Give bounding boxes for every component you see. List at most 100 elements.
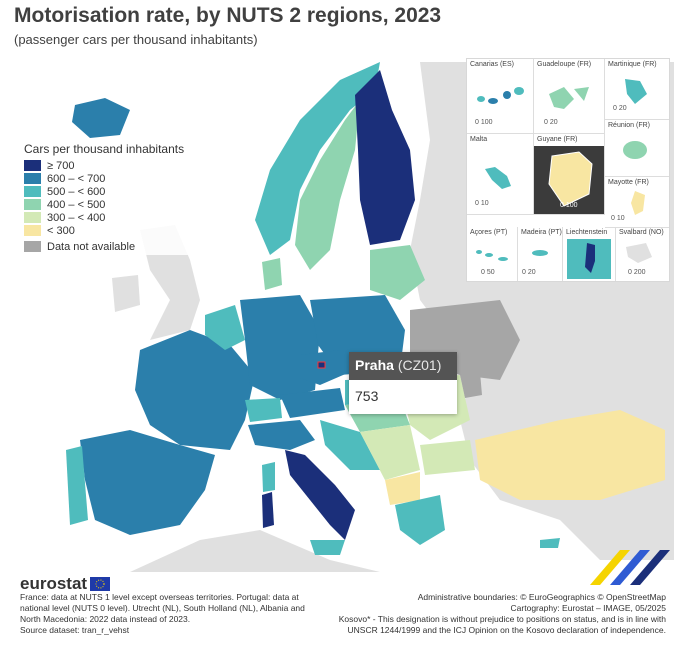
ireland-land xyxy=(112,275,140,312)
region-sardinia xyxy=(262,462,275,492)
region-baltics xyxy=(370,245,425,300)
region-sicily xyxy=(310,540,345,555)
legend-item: 500 – < 600 xyxy=(24,185,184,198)
region-slovenia-croatia xyxy=(320,420,380,470)
inset-label: Açores (PT) xyxy=(470,229,508,236)
inset-canarias-shape xyxy=(477,87,524,104)
region-serbia-bosnia xyxy=(360,425,420,480)
non-eu-land-africa xyxy=(130,530,380,572)
legend-label: < 300 xyxy=(47,224,75,237)
map-title: Motorisation rate, by NUTS 2 regions, 20… xyxy=(14,4,442,27)
region-sweden xyxy=(295,100,360,270)
region-finland xyxy=(355,70,415,245)
inset-malta[interactable]: Malta 0 10 xyxy=(467,134,534,215)
legend-label: 300 – < 400 xyxy=(47,211,106,224)
inset-acores-shape xyxy=(476,250,508,261)
footer-line: Cartography: Eurostat – IMAGE, 05/2025 xyxy=(510,603,666,613)
footer-line: Source dataset: tran_r_vehst xyxy=(20,625,130,635)
inset-malta-shape xyxy=(485,167,511,189)
region-not-available-moldova xyxy=(460,372,482,398)
legend-swatch xyxy=(24,160,41,171)
inset-svalbard[interactable]: Svalbard (NO) 0 200 xyxy=(616,227,669,281)
legend-label: 500 – < 600 xyxy=(47,185,106,198)
footer-line: national level (NUTS 0 level). Utrecht (… xyxy=(20,603,305,613)
scale-bar: 0 100 xyxy=(560,202,578,209)
iceland-land xyxy=(72,98,130,138)
inset-label: Liechtenstein xyxy=(566,229,608,236)
region-portugal xyxy=(66,446,88,525)
legend-item: ≥ 700 xyxy=(24,159,184,172)
region-corsica xyxy=(262,492,274,528)
eu-flag-icon xyxy=(90,577,111,591)
scale-bar: 0 20 xyxy=(544,119,558,126)
footer-line: Administrative boundaries: © EuroGeograp… xyxy=(417,592,666,602)
inset-label: Guadeloupe (FR) xyxy=(537,61,592,68)
legend-label: 600 – < 700 xyxy=(47,172,106,185)
footer-line: North Macedonia: 2022 data instead of 20… xyxy=(20,614,191,624)
inset-acores[interactable]: Açores (PT) 0 50 xyxy=(467,227,518,281)
inset-mayotte[interactable]: Mayotte (FR) 0 10 xyxy=(605,177,669,228)
legend-swatch xyxy=(24,186,41,197)
inset-label: Guyane (FR) xyxy=(537,136,578,143)
legend-swatch xyxy=(24,199,41,210)
scale-bar: 0 20 xyxy=(522,269,536,276)
legend-title: Cars per thousand inhabitants xyxy=(24,142,185,156)
inset-guadeloupe-shape xyxy=(549,87,589,109)
region-turkey xyxy=(475,410,665,500)
footer-line: UNSCR 1244/1999 and the ICJ Opinion on t… xyxy=(347,625,667,635)
tooltip-header: Praha (CZ01) xyxy=(349,352,457,380)
inset-label: Malta xyxy=(470,136,488,143)
tooltip-region-code: (CZ01) xyxy=(397,357,442,373)
legend-label: Data not available xyxy=(47,240,136,253)
region-cyprus xyxy=(540,538,560,548)
scale-bar: 0 10 xyxy=(611,215,625,222)
inset-canarias[interactable]: Canarias (ES) 0 100 xyxy=(467,59,534,134)
region-bulgaria xyxy=(420,440,475,475)
region-france xyxy=(135,330,255,450)
region-italy xyxy=(285,450,355,540)
inset-reunion[interactable]: Réunion (FR) xyxy=(605,120,669,177)
inset-liechtenstein-shape xyxy=(567,239,611,279)
inset-label: Mayotte (FR) xyxy=(608,179,649,186)
map-subtitle: (passenger cars per thousand inhabitants… xyxy=(14,32,258,47)
scale-bar: 0 200 xyxy=(628,269,646,276)
tooltip-value: 753 xyxy=(349,380,457,414)
legend-swatch xyxy=(24,212,41,223)
region-switzerland xyxy=(245,398,282,422)
legend-item: 300 – < 400 xyxy=(24,211,184,224)
region-spain xyxy=(80,430,215,535)
tooltip-region-name: Praha xyxy=(355,357,394,373)
inset-mayotte-shape xyxy=(631,191,645,215)
legend-item: 600 – < 700 xyxy=(24,172,184,185)
inset-guadeloupe[interactable]: Guadeloupe (FR) 0 20 xyxy=(534,59,605,134)
footer-line: France: data at NUTS 1 level except over… xyxy=(20,592,299,602)
inset-label: Canarias (ES) xyxy=(470,61,514,68)
inset-label: Réunion (FR) xyxy=(608,122,651,129)
legend-item-not-available: Data not available xyxy=(24,240,184,253)
region-italy-north xyxy=(248,420,315,450)
inset-martinique-shape xyxy=(625,79,647,104)
inset-guyane-shape xyxy=(534,146,604,214)
inset-reunion-shape xyxy=(623,141,647,159)
region-denmark xyxy=(262,258,282,290)
region-praha xyxy=(317,361,326,369)
legend-swatch xyxy=(24,173,41,184)
scale-bar: 0 50 xyxy=(481,269,495,276)
region-benelux xyxy=(205,305,245,350)
region-north-macedonia-albania xyxy=(385,472,420,505)
inset-label: Svalbard (NO) xyxy=(619,229,664,236)
inset-panel: Canarias (ES) 0 100 Guadeloupe (FR) 0 20… xyxy=(466,58,670,282)
region-austria xyxy=(280,388,345,418)
region-greece xyxy=(395,495,445,545)
inset-label: Martinique (FR) xyxy=(608,61,657,68)
inset-martinique[interactable]: Martinique (FR) 0 20 xyxy=(605,59,669,120)
inset-liechtenstein[interactable]: Liechtenstein xyxy=(563,227,616,281)
footer-line: Kosovo* - This designation is without pr… xyxy=(338,614,666,624)
region-tooltip: Praha (CZ01) 753 xyxy=(349,352,457,414)
region-germany xyxy=(240,295,320,400)
inset-guyane[interactable]: Guyane (FR) 0 100 xyxy=(534,134,605,215)
inset-madeira[interactable]: Madeira (PT) 0 20 xyxy=(518,227,563,281)
legend-item: < 300 xyxy=(24,224,184,237)
legend-swatch xyxy=(24,225,41,236)
scale-bar: 0 10 xyxy=(475,200,489,207)
